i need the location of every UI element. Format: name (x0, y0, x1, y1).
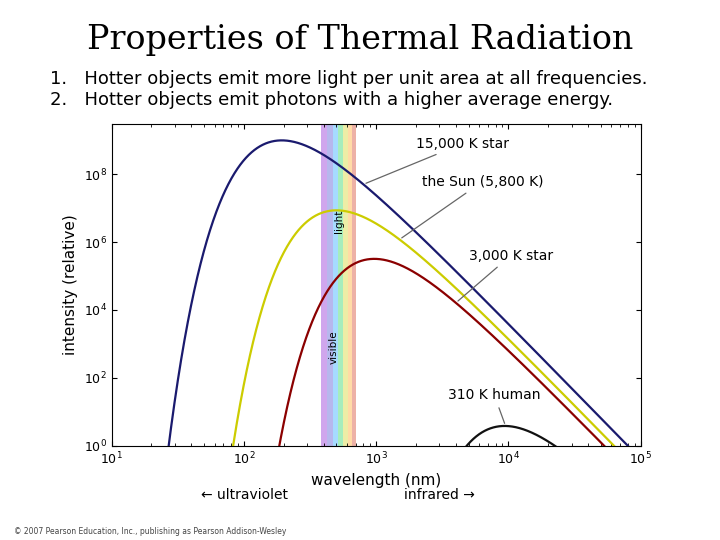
Bar (320, 124, 327, 446)
Text: 1.   Hotter objects emit more light per unit area at all frequencies.: 1. Hotter objects emit more light per un… (50, 70, 648, 88)
X-axis label: wavelength (nm): wavelength (nm) (311, 472, 441, 488)
Bar (343, 124, 348, 446)
Text: 3,000 K star: 3,000 K star (458, 248, 553, 301)
Text: © 2007 Pearson Education, Inc., publishing as Pearson Addison-Wesley: © 2007 Pearson Education, Inc., publishi… (14, 526, 287, 536)
Bar (327, 124, 333, 446)
Bar (352, 124, 356, 446)
Bar (348, 124, 352, 446)
Text: visible: visible (329, 330, 339, 364)
Text: light: light (333, 210, 343, 233)
Bar (333, 124, 338, 446)
Y-axis label: intensity (relative): intensity (relative) (63, 214, 78, 355)
Text: the Sun (5,800 K): the Sun (5,800 K) (402, 175, 543, 238)
Text: ← ultraviolet: ← ultraviolet (202, 488, 288, 502)
Text: 2.   Hotter objects emit photons with a higher average energy.: 2. Hotter objects emit photons with a hi… (50, 91, 613, 109)
Text: 310 K human: 310 K human (448, 388, 541, 423)
Text: Properties of Thermal Radiation: Properties of Thermal Radiation (87, 24, 633, 56)
Bar (338, 124, 343, 446)
Text: infrared →: infrared → (404, 488, 474, 502)
Text: 15,000 K star: 15,000 K star (366, 137, 509, 183)
